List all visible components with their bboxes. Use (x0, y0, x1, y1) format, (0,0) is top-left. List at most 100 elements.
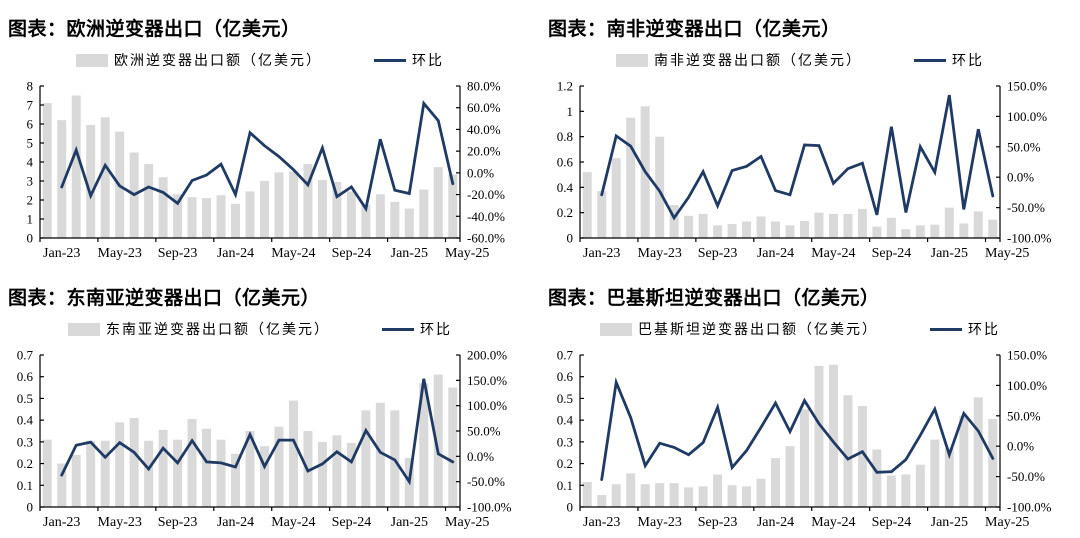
svg-text:0.6: 0.6 (557, 369, 574, 384)
svg-text:0.3: 0.3 (17, 434, 33, 449)
bars-series (42, 95, 458, 238)
svg-text:Jan-25: Jan-25 (391, 515, 428, 530)
plot-southeast-asia: 0.7 0.6 0.5 0.4 0.3 0.2 0.1 0 200.0% 150.0% 100.0%… (17, 348, 512, 531)
svg-text:Jan-23: Jan-23 (583, 246, 620, 261)
svg-text:May-23: May-23 (98, 246, 142, 261)
svg-text:150.0%: 150.0% (1007, 79, 1047, 94)
svg-text:May-24: May-24 (271, 246, 315, 261)
svg-text:May-23: May-23 (98, 515, 142, 530)
axes (579, 354, 1001, 511)
legend-item-bars: 南非逆变器出口额（亿美元） (616, 50, 862, 70)
legend-item-line: 环比 (382, 319, 452, 339)
plot-pakistan: 0.7 0.6 0.5 0.4 0.3 0.2 0.1 0 150.0% 100.0% 50.0% 0… (557, 348, 1052, 531)
svg-text:0.0%: 0.0% (1007, 439, 1034, 454)
bars-series (42, 374, 458, 507)
left-axis-labels: 0.7 0.6 0.5 0.4 0.3 0.2 0.1 0 (17, 348, 34, 515)
mom-line (60, 100, 455, 213)
svg-text:May-24: May-24 (271, 515, 315, 530)
svg-text:May-25: May-25 (445, 515, 489, 530)
svg-text:May-23: May-23 (638, 515, 682, 530)
svg-text:150.0%: 150.0% (467, 373, 507, 388)
x-axis-labels: Jan-23 May-23 Sep-23 Jan-24 May-24 Sep-24 Jan-… (583, 515, 1029, 530)
svg-text:Jan-23: Jan-23 (583, 515, 620, 530)
svg-text:Jan-24: Jan-24 (757, 246, 794, 261)
svg-text:2: 2 (27, 193, 34, 208)
line-swatch (374, 58, 406, 62)
svg-text:0.4: 0.4 (557, 413, 574, 428)
line-swatch (930, 327, 962, 331)
svg-text:0.6: 0.6 (557, 155, 574, 170)
svg-text:0.4: 0.4 (557, 180, 574, 195)
svg-text:Sep-23: Sep-23 (158, 515, 198, 530)
svg-text:0.0%: 0.0% (467, 165, 494, 180)
bar-swatch (600, 322, 632, 336)
svg-text:100.0%: 100.0% (467, 398, 507, 413)
svg-text:-40.0%: -40.0% (467, 209, 505, 224)
line-legend-label: 环比 (420, 323, 452, 338)
chart-cell-southeast-asia: 图表：东南亚逆变器出口（亿美元） 东南亚逆变器出口额（亿美元） 环比 0.7 0.… (0, 269, 540, 538)
mom-line (600, 94, 995, 221)
svg-text:0.8: 0.8 (557, 129, 573, 144)
svg-text:0.2: 0.2 (17, 456, 33, 471)
chart-legend-southeast-asia: 东南亚逆变器出口额（亿美元） 环比 (0, 318, 520, 340)
svg-text:0.3: 0.3 (557, 434, 573, 449)
x-axis-labels: Jan-23 May-23 Sep-23 Jan-24 May-24 Sep-24 Jan-… (43, 515, 489, 530)
svg-text:5: 5 (27, 136, 34, 151)
svg-text:1: 1 (567, 104, 574, 119)
mom-line (60, 378, 455, 486)
chart-cell-pakistan: 图表：巴基斯坦逆变器出口（亿美元） 巴基斯坦逆变器出口额（亿美元） 环比 0.7… (540, 269, 1080, 538)
svg-text:May-24: May-24 (811, 515, 855, 530)
bar-swatch (616, 53, 648, 67)
svg-text:Jan-25: Jan-25 (931, 246, 968, 261)
svg-text:May-25: May-25 (445, 246, 489, 261)
svg-text:80.0%: 80.0% (467, 79, 501, 94)
left-axis-labels: 0.7 0.6 0.5 0.4 0.3 0.2 0.1 0 (557, 348, 574, 515)
chart-cell-south-africa: 图表：南非逆变器出口（亿美元） 南非逆变器出口额（亿美元） 环比 1.2 1 0.8… (540, 0, 1080, 269)
svg-text:0: 0 (27, 500, 34, 515)
right-axis-labels: 150.0% 100.0% 50.0% 0.0% -50.0% -100.0% (1007, 79, 1052, 246)
svg-text:Sep-23: Sep-23 (158, 246, 198, 261)
bar-swatch (68, 322, 100, 336)
svg-text:0.7: 0.7 (17, 348, 34, 363)
svg-text:Jan-23: Jan-23 (43, 246, 80, 261)
svg-text:6: 6 (27, 117, 34, 132)
axes (579, 85, 1001, 242)
svg-text:50.0%: 50.0% (467, 424, 501, 439)
svg-text:Sep-23: Sep-23 (698, 246, 738, 261)
svg-text:0.5: 0.5 (17, 391, 33, 406)
plot-europe: 8 7 6 5 4 3 2 1 0 80.0% 60.0% 40.0% 20.0% 0.0% -20.0% -… (27, 79, 506, 262)
bars-series (582, 106, 998, 239)
plot-south-africa: 1.2 1 0.8 0.6 0.4 0.2 0 150.0% 100.0% 50.0% 0.0% -5… (557, 79, 1052, 262)
svg-text:Sep-23: Sep-23 (698, 515, 738, 530)
left-axis-labels: 1.2 1 0.8 0.6 0.4 0.2 0 (557, 79, 574, 246)
svg-text:7: 7 (27, 98, 34, 113)
chart-legend-south-africa: 南非逆变器出口额（亿美元） 环比 (540, 49, 1060, 71)
legend-item-bars: 东南亚逆变器出口额（亿美元） (68, 319, 330, 339)
svg-text:0: 0 (27, 231, 34, 246)
legend-item-line: 环比 (374, 50, 444, 70)
axes (39, 354, 461, 511)
line-swatch (914, 58, 946, 62)
chart-legend-europe: 欧洲逆变器出口额（亿美元） 环比 (0, 49, 520, 71)
svg-text:-100.0%: -100.0% (1007, 500, 1052, 515)
chart-title-pakistan: 图表：巴基斯坦逆变器出口（亿美元） (548, 288, 880, 309)
legend-item-line: 环比 (914, 50, 984, 70)
svg-text:Sep-24: Sep-24 (872, 515, 912, 530)
mom-line (600, 377, 995, 482)
chart-title-europe: 图表：欧洲逆变器出口（亿美元） (8, 19, 301, 40)
svg-text:Jan-24: Jan-24 (217, 246, 254, 261)
svg-text:3: 3 (27, 174, 34, 189)
svg-text:0: 0 (567, 500, 574, 515)
svg-text:May-23: May-23 (638, 246, 682, 261)
svg-text:0.4: 0.4 (17, 413, 34, 428)
svg-text:150.0%: 150.0% (1007, 348, 1047, 363)
svg-text:Jan-23: Jan-23 (43, 515, 80, 530)
bar-legend-label: 巴基斯坦逆变器出口额（亿美元） (638, 323, 878, 338)
right-axis-labels: 150.0% 100.0% 50.0% 0.0% -50.0% -100.0% (1007, 348, 1052, 515)
svg-text:8: 8 (27, 79, 34, 94)
svg-text:200.0%: 200.0% (467, 348, 507, 363)
svg-text:0.0%: 0.0% (1007, 170, 1034, 185)
svg-text:20.0%: 20.0% (467, 144, 501, 159)
svg-text:1: 1 (27, 212, 34, 227)
